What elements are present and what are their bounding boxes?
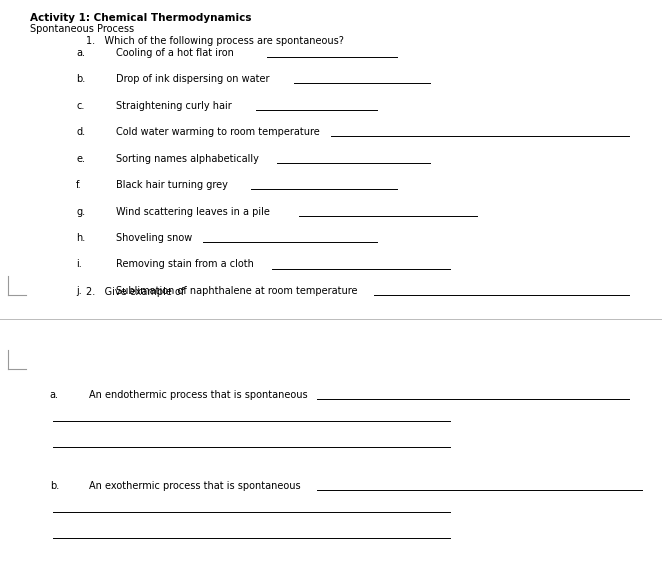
Text: b.: b. — [50, 481, 59, 491]
Text: g.: g. — [76, 207, 85, 217]
Text: An endothermic process that is spontaneous: An endothermic process that is spontaneo… — [89, 390, 308, 400]
Text: Drop of ink dispersing on water: Drop of ink dispersing on water — [116, 74, 269, 84]
Text: h.: h. — [76, 233, 85, 243]
Text: Wind scattering leaves in a pile: Wind scattering leaves in a pile — [116, 207, 269, 217]
Text: a.: a. — [50, 390, 59, 400]
Text: Cold water warming to room temperature: Cold water warming to room temperature — [116, 127, 320, 137]
Text: Removing stain from a cloth: Removing stain from a cloth — [116, 259, 254, 270]
Text: Cooling of a hot flat iron: Cooling of a hot flat iron — [116, 48, 234, 58]
Text: Sorting names alphabetically: Sorting names alphabetically — [116, 154, 259, 164]
Text: j.: j. — [76, 286, 82, 296]
Text: An exothermic process that is spontaneous: An exothermic process that is spontaneou… — [89, 481, 304, 491]
Text: 1.   Which of the following process are spontaneous?: 1. Which of the following process are sp… — [86, 36, 344, 46]
Text: b.: b. — [76, 74, 85, 84]
Text: Sublimation of naphthalene at room temperature: Sublimation of naphthalene at room tempe… — [116, 286, 357, 296]
Text: d.: d. — [76, 127, 85, 137]
Text: Black hair turning grey: Black hair turning grey — [116, 180, 228, 190]
Text: e.: e. — [76, 154, 85, 164]
Text: c.: c. — [76, 101, 85, 111]
Text: Spontaneous Process: Spontaneous Process — [30, 24, 134, 34]
Text: a.: a. — [76, 48, 85, 58]
Text: i.: i. — [76, 259, 82, 270]
Text: f.: f. — [76, 180, 81, 190]
Text: Shoveling snow: Shoveling snow — [116, 233, 192, 243]
Text: 2.   Give example of: 2. Give example of — [86, 287, 184, 297]
Text: Straightening curly hair: Straightening curly hair — [116, 101, 232, 111]
Text: Activity 1: Chemical Thermodynamics: Activity 1: Chemical Thermodynamics — [30, 13, 252, 23]
